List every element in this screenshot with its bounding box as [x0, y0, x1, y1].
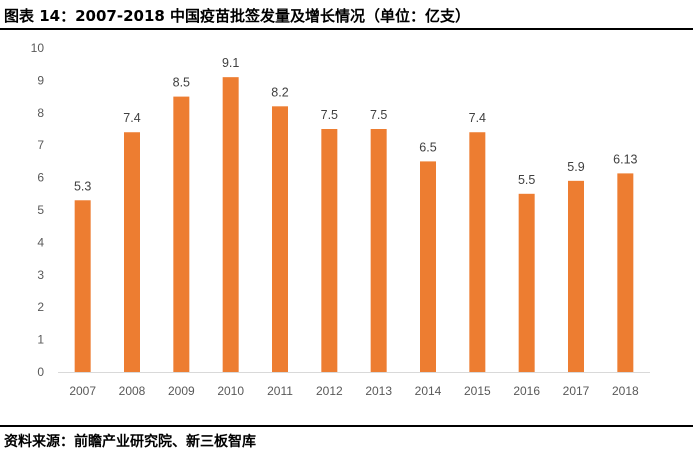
data-label: 8.2 — [271, 85, 288, 99]
y-tick-label: 10 — [31, 41, 45, 55]
source-note: 资料来源：前瞻产业研究院、新三板智库 — [4, 434, 256, 450]
x-tick-label: 2015 — [464, 384, 491, 398]
y-tick-label: 3 — [37, 268, 44, 282]
y-tick-label: 4 — [37, 235, 44, 249]
source-divider — [0, 425, 693, 427]
x-tick-label: 2009 — [168, 384, 195, 398]
bar-2013 — [370, 129, 387, 372]
data-label: 6.5 — [419, 140, 436, 154]
y-tick-label: 8 — [37, 106, 44, 120]
data-label: 6.13 — [613, 152, 637, 166]
data-label: 8.5 — [173, 76, 190, 90]
x-tick-label: 2011 — [267, 384, 293, 398]
bar-2008 — [124, 132, 140, 372]
x-tick-label: 2013 — [365, 384, 392, 398]
bar-2010 — [222, 77, 239, 372]
bar-2007 — [74, 200, 91, 372]
y-tick-label: 2 — [37, 300, 44, 314]
y-tick-label: 6 — [37, 171, 44, 185]
x-tick-label: 2016 — [513, 384, 540, 398]
bar-2015 — [469, 132, 486, 372]
x-tick-label: 2017 — [563, 384, 590, 398]
bar-2018 — [617, 173, 634, 372]
x-tick-label: 2008 — [119, 384, 146, 398]
data-label: 7.5 — [321, 108, 338, 122]
x-tick-label: 2010 — [217, 384, 244, 398]
bar-2017 — [568, 180, 584, 372]
data-label: 9.1 — [222, 56, 239, 70]
x-tick-label: 2018 — [612, 384, 639, 398]
chart-title: 图表 14：2007-2018 中国疫苗批签发量及增长情况（单位：亿支） — [4, 7, 471, 25]
y-tick-label: 7 — [37, 138, 44, 152]
y-tick-label: 1 — [37, 333, 44, 347]
y-tick-label: 0 — [37, 365, 44, 379]
y-tick-label: 9 — [37, 73, 44, 87]
bar-2014 — [420, 161, 436, 372]
x-tick-label: 2014 — [415, 384, 442, 398]
bar-2011 — [272, 106, 288, 372]
x-tick-label: 2007 — [69, 384, 96, 398]
data-label: 7.4 — [469, 111, 486, 125]
bar-chart: 0 1 2 3 4 5 6 7 8 9 10 5.3 2007 7.4 2008 8.5 2009 9.1 2010… — [31, 41, 650, 398]
x-tick-label: 2012 — [316, 384, 343, 398]
bar-2009 — [173, 96, 190, 372]
title-divider — [0, 28, 693, 30]
data-label: 7.5 — [370, 108, 387, 122]
bar-2012 — [321, 129, 338, 372]
y-tick-label: 5 — [37, 203, 44, 217]
bar-2016 — [518, 193, 535, 372]
data-label: 5.3 — [74, 179, 91, 193]
data-label: 5.9 — [567, 160, 584, 174]
data-label: 7.4 — [123, 111, 140, 125]
data-label: 5.5 — [518, 173, 535, 187]
